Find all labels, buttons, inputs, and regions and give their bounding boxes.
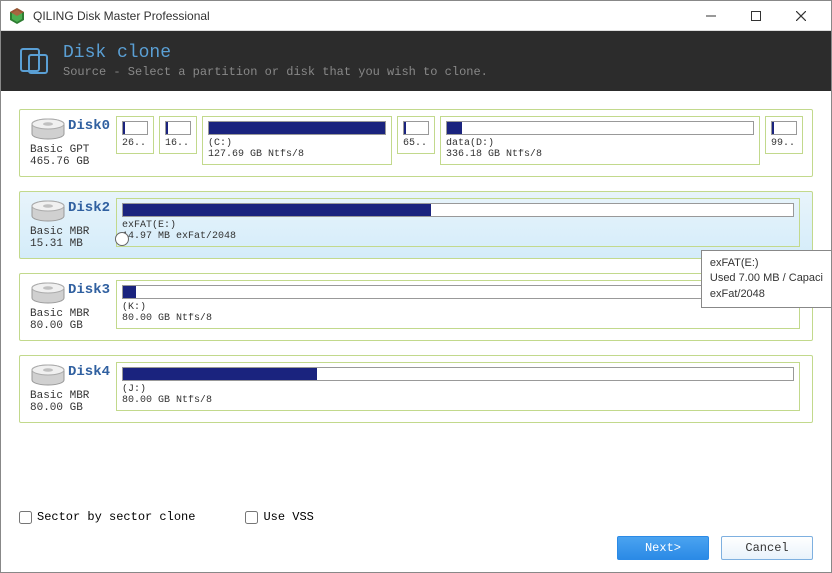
- disk-name: Disk4: [68, 364, 110, 380]
- partition-bar: [122, 121, 148, 135]
- disk-size: 465.76 GB: [30, 156, 112, 168]
- footer-options: Sector by sector clone Use VSS: [19, 510, 314, 524]
- partition-detail: 336.18 GB Ntfs/8: [446, 149, 754, 160]
- use-vss-label: Use VSS: [263, 510, 313, 524]
- tooltip-line: exFAT(E:): [710, 256, 823, 271]
- partition[interactable]: (C:)127.69 GB Ntfs/8: [202, 116, 392, 165]
- partition-detail: 99...: [771, 138, 797, 149]
- partition-label: (K:): [122, 302, 794, 313]
- disk-icon: [30, 200, 66, 224]
- partition-detail: 127.69 GB Ntfs/8: [208, 149, 386, 160]
- disk-name: Disk2: [68, 200, 110, 216]
- partition-detail: 14.97 MB exFat/2048: [122, 231, 794, 242]
- partition-detail: 80.00 GB Ntfs/8: [122, 395, 794, 406]
- page-header: Disk clone Source - Select a partition o…: [1, 31, 831, 91]
- next-button[interactable]: Next>: [617, 536, 709, 560]
- partition[interactable]: (J:)80.00 GB Ntfs/8: [116, 362, 800, 411]
- partition-list: exFAT(E:)14.97 MB exFat/2048: [116, 198, 806, 252]
- partition[interactable]: 99...: [765, 116, 803, 154]
- partition[interactable]: 65...: [397, 116, 435, 154]
- partition-bar: [446, 121, 754, 135]
- cancel-button[interactable]: Cancel: [721, 536, 813, 560]
- sector-clone-input[interactable]: [19, 511, 32, 524]
- partition-bar: [122, 203, 794, 217]
- tooltip-line: Used 7.00 MB / Capaci: [710, 271, 823, 286]
- window-title: QILING Disk Master Professional: [33, 9, 688, 23]
- minimize-button[interactable]: [688, 1, 733, 31]
- disk-size: 15.31 MB: [30, 238, 112, 250]
- disk-icon: [30, 364, 66, 388]
- partition-label: (C:): [208, 138, 386, 149]
- partition[interactable]: exFAT(E:)14.97 MB exFat/2048: [116, 198, 800, 247]
- disk-icon: [30, 282, 66, 306]
- partition[interactable]: data(D:)336.18 GB Ntfs/8: [440, 116, 760, 165]
- app-logo-icon: [9, 8, 25, 24]
- partition-bar: [771, 121, 797, 135]
- partition[interactable]: (K:)80.00 GB Ntfs/8: [116, 280, 800, 329]
- partition-label: exFAT(E:): [122, 220, 794, 231]
- footer-buttons: Next> Cancel: [617, 536, 813, 560]
- disk-size: 80.00 GB: [30, 320, 112, 332]
- disk-info: Disk0 Basic GPT465.76 GB: [26, 116, 116, 170]
- partition-bar: [208, 121, 386, 135]
- disk-row[interactable]: Disk4 Basic MBR80.00 GB (J:)80.00 GB Ntfs/…: [19, 355, 813, 423]
- partition-bar: [122, 367, 794, 381]
- disk-info: Disk4 Basic MBR80.00 GB: [26, 362, 116, 416]
- disk-row[interactable]: Disk3 Basic MBR80.00 GB (K:)80.00 GB Ntfs/…: [19, 273, 813, 341]
- partition-bar: [165, 121, 191, 135]
- use-vss-checkbox[interactable]: Use VSS: [245, 510, 313, 524]
- disk-row[interactable]: Disk2 Basic MBR15.31 MB exFAT(E:)14.97 MB …: [19, 191, 813, 259]
- tooltip-line: exFat/2048: [710, 287, 823, 302]
- disk-info: Disk2 Basic MBR15.31 MB: [26, 198, 116, 252]
- partition-tooltip: exFAT(E:) Used 7.00 MB / Capaci exFat/20…: [701, 250, 832, 308]
- disk-info: Disk3 Basic MBR80.00 GB: [26, 280, 116, 334]
- partition-bar: [403, 121, 429, 135]
- disk-type: Basic MBR: [30, 390, 112, 402]
- partition-label: data(D:): [446, 138, 754, 149]
- page-subtitle: Source - Select a partition or disk that…: [63, 65, 488, 79]
- partition-label: (J:): [122, 384, 794, 395]
- partition-list: 26... 16... (C:)127.69 GB Ntfs/8 65... data(…: [116, 116, 806, 170]
- disk-radio[interactable]: [115, 232, 129, 246]
- partition[interactable]: 26...: [116, 116, 154, 154]
- maximize-button[interactable]: [733, 1, 778, 31]
- disk-icon: [30, 118, 66, 142]
- partition-detail: 80.00 GB Ntfs/8: [122, 313, 794, 324]
- partition-detail: 26...: [122, 138, 148, 149]
- disk-type: Basic MBR: [30, 308, 112, 320]
- partition-detail: 65...: [403, 138, 429, 149]
- partition-detail: 16...: [165, 138, 191, 149]
- sector-clone-checkbox[interactable]: Sector by sector clone: [19, 510, 195, 524]
- partition-list: (J:)80.00 GB Ntfs/8: [116, 362, 806, 416]
- disk-name: Disk3: [68, 282, 110, 298]
- disk-size: 80.00 GB: [30, 402, 112, 414]
- sector-clone-label: Sector by sector clone: [37, 510, 195, 524]
- partition[interactable]: 16...: [159, 116, 197, 154]
- close-button[interactable]: [778, 1, 823, 31]
- partition-bar: [122, 285, 794, 299]
- titlebar: QILING Disk Master Professional: [1, 1, 831, 31]
- disk-type: Basic MBR: [30, 226, 112, 238]
- page-title: Disk clone: [63, 43, 488, 63]
- disk-clone-icon: [19, 45, 51, 77]
- disk-row[interactable]: Disk0 Basic GPT465.76 GB 26... 16... (C:)127…: [19, 109, 813, 177]
- disk-type: Basic GPT: [30, 144, 112, 156]
- use-vss-input[interactable]: [245, 511, 258, 524]
- disk-name: Disk0: [68, 118, 110, 134]
